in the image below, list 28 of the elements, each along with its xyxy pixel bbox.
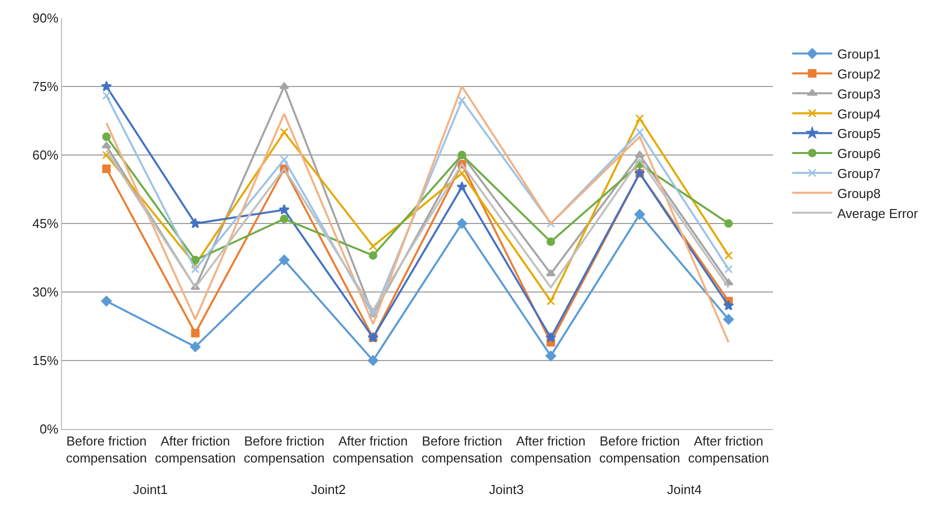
y-tick-label: 30%	[32, 284, 59, 300]
x-tick-label: After friction compensation	[154, 434, 236, 466]
legend-label: Group3	[837, 86, 881, 102]
y-tick-label: 90%	[32, 10, 59, 26]
legend-label: Average Error	[837, 206, 919, 221]
text: Joint4	[667, 482, 702, 497]
x-tick-label: Before friction compensation	[244, 434, 325, 466]
y-tick-label: 45%	[32, 216, 59, 232]
legend-label: Group2	[837, 66, 881, 82]
x-tick-label: Before friction compensation	[599, 434, 680, 466]
y-tick-label: 75%	[32, 79, 59, 94]
legend-label: Group6	[837, 146, 881, 162]
y-tick-label: 60%	[32, 148, 59, 163]
legend-label: Group4	[837, 106, 881, 122]
text: Joint3	[489, 482, 524, 497]
x-tick-label: After friction compensation	[510, 434, 592, 466]
x-tick-label: Before friction compensation	[66, 434, 147, 466]
legend-label: Group5	[837, 126, 881, 142]
y-tick-label: 15%	[32, 353, 59, 368]
y-tick-label: 0%	[40, 422, 59, 437]
text: Joint1	[133, 482, 168, 497]
legend-label: Group1	[837, 46, 881, 62]
x-tick-label: Before friction compensation	[421, 434, 502, 466]
x-tick-label: After friction compensation	[688, 434, 770, 466]
legend-label: Group8	[837, 186, 881, 201]
legend-label: Group7	[837, 166, 881, 181]
text: Joint2	[311, 482, 346, 497]
x-tick-label: After friction compensation	[332, 434, 414, 466]
